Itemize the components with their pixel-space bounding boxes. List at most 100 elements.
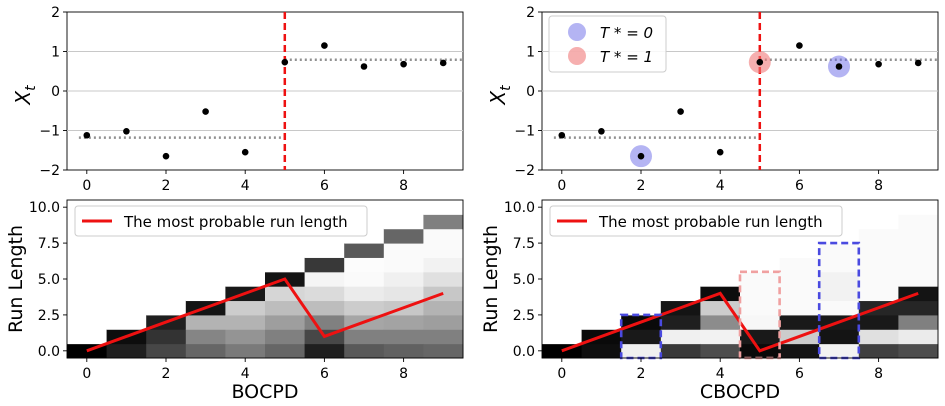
data-point	[558, 131, 566, 139]
heatmap-cell	[740, 329, 781, 345]
bottom-left-x-axis-label: BOCPD	[231, 381, 298, 403]
heatmap-cell	[898, 200, 939, 215]
y-tick-label: 0	[51, 84, 60, 100]
heatmap-cell	[383, 257, 424, 273]
heatmap-cell	[423, 228, 464, 244]
heatmap-cell	[898, 343, 939, 359]
heatmap-cell	[898, 329, 939, 345]
bottom-right-y-ticks: 0.0 2.5 5.0 7.5 10.0	[504, 200, 542, 360]
heatmap-cell	[265, 329, 306, 345]
y-tick-label: 0.0	[513, 344, 535, 360]
heatmap-cell	[304, 286, 345, 302]
heatmap-cell	[779, 271, 820, 287]
data-point	[83, 131, 91, 139]
y-tick-label: 1	[526, 45, 535, 61]
x-tick-label: 8	[399, 366, 408, 382]
x-tick-label: 6	[795, 366, 804, 382]
heatmap-cell	[225, 271, 266, 287]
heatmap-cell	[621, 329, 662, 345]
legend-box	[549, 205, 843, 237]
heatmap-cell	[819, 257, 860, 273]
top-right-data	[553, 12, 938, 170]
y-tick-label: −2	[514, 163, 535, 179]
heatmap-cell	[185, 286, 226, 302]
heatmap-cell	[423, 214, 464, 230]
y-tick-label: 5.0	[38, 272, 60, 288]
heatmap-cell	[67, 329, 108, 345]
heatmap-cell	[581, 343, 622, 359]
heatmap-cell	[265, 286, 306, 302]
data-point	[914, 59, 922, 67]
heatmap-cell	[344, 300, 385, 316]
bottom-right-x-axis-label: CBOCPD	[700, 381, 780, 403]
panel-bottom-right: 0.0 2.5 5.0 7.5 10.0 0 2 4 6 8 Run Length CBOCPD…	[480, 199, 939, 403]
top-left-y-axis-label: Xt	[11, 85, 39, 106]
heatmap-cell	[819, 271, 860, 287]
heatmap-cell	[344, 271, 385, 287]
legend-box	[74, 205, 368, 237]
heatmap-cell	[304, 300, 345, 316]
heatmap-cell	[858, 329, 899, 345]
heatmap-cell	[858, 214, 899, 230]
heatmap-cell	[660, 314, 701, 330]
y-tick-label: 5.0	[513, 272, 535, 288]
y-tick-label: 0.0	[38, 344, 60, 360]
heatmap-cell	[423, 243, 464, 258]
bottom-left-heatmap	[67, 200, 464, 359]
y-tick-label: 2.5	[513, 308, 535, 324]
bottom-right-y-axis-label: Run Length	[480, 225, 502, 333]
heatmap-cell	[858, 228, 899, 244]
heatmap-cell	[265, 257, 306, 273]
heatmap-cell	[383, 214, 424, 230]
data-point	[677, 108, 684, 115]
y-tick-label: 1	[51, 45, 60, 61]
heatmap-cell	[898, 300, 939, 316]
heatmap-cell	[660, 286, 701, 302]
y-tick-label: 10.0	[29, 200, 60, 216]
heatmap-cell	[858, 243, 899, 258]
heatmap-cell	[740, 314, 781, 330]
heatmap-cell	[304, 314, 345, 330]
heatmap-cell	[700, 343, 741, 359]
heatmap-cell	[146, 329, 187, 345]
bottom-right-x-ticks: 0 2 4 6 8	[557, 358, 883, 382]
data-point	[123, 127, 130, 135]
heatmap-cell	[185, 314, 226, 330]
x-tick-label: 0	[557, 178, 566, 194]
heatmap-cell	[819, 343, 860, 359]
heatmap-cell	[146, 343, 187, 359]
bottom-left-x-ticks: 0 2 4 6 8	[82, 358, 408, 382]
heatmap-cell	[819, 329, 860, 345]
top-left-y-ticks: −2 −1 0 1 2	[39, 5, 67, 179]
heatmap-cell	[383, 243, 424, 258]
x-tick-label: 0	[82, 366, 91, 382]
heatmap-cell	[898, 257, 939, 273]
run-length-line	[86, 277, 444, 353]
heatmap-cell	[700, 329, 741, 345]
bottom-right-legend: The most probable run length	[549, 205, 843, 237]
y-tick-label: −2	[39, 163, 60, 179]
heatmap-cell	[700, 271, 741, 287]
top-left-data	[78, 12, 463, 170]
y-tick-label: 7.5	[513, 236, 535, 252]
bottom-left-y-axis-label: Run Length	[5, 225, 27, 333]
x-tick-label: 0	[557, 366, 566, 382]
heatmap-cell	[383, 329, 424, 345]
heatmap-cell	[344, 329, 385, 345]
heatmap-cell	[304, 243, 345, 258]
heatmap-cell	[383, 286, 424, 302]
heatmap-cell	[225, 300, 266, 316]
heatmap-cell	[423, 314, 464, 330]
heatmap-cell	[304, 343, 345, 359]
y-tick-label: 10.0	[504, 200, 535, 216]
data-point	[835, 63, 843, 70]
x-tick-label: 0	[82, 178, 91, 194]
data-point	[756, 58, 764, 66]
heatmap-cell	[779, 257, 820, 273]
data-point	[321, 42, 328, 49]
panel-top-left: −2 −1 0 1 2 Xt 0 2 4 6 8	[11, 5, 464, 194]
heatmap-cell	[146, 300, 187, 316]
heatmap-cell	[423, 329, 464, 345]
heatmap-cell	[106, 343, 147, 359]
